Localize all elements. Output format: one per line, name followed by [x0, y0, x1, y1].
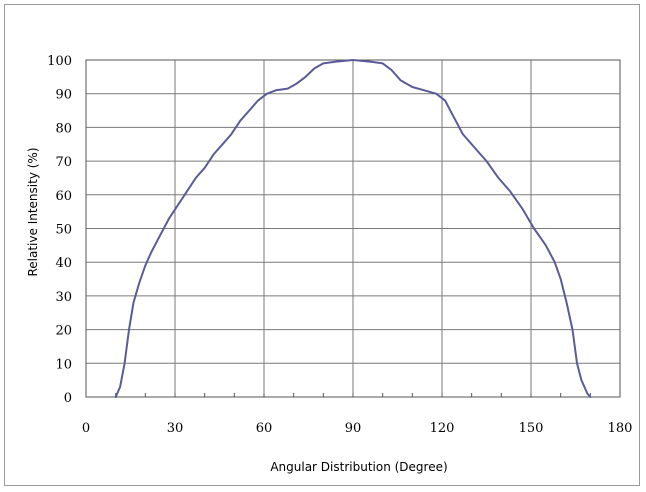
- grid: [85, 59, 621, 398]
- x-tick-label: 120: [430, 421, 455, 436]
- y-tick-label: 60: [55, 189, 72, 204]
- y-tick-label: 100: [47, 54, 72, 69]
- y-tick-label: 20: [55, 324, 72, 339]
- x-tick-label: 180: [608, 421, 633, 436]
- x-tick-label: 90: [345, 421, 362, 436]
- y-tick-labels: 0 10 20 30 40 50 60 70 80 90 100: [47, 54, 72, 406]
- y-tick-label: 30: [55, 290, 72, 305]
- y-tick-label: 10: [55, 357, 72, 372]
- y-tick-label: 40: [55, 256, 72, 271]
- series-line-0: [114, 59, 592, 398]
- y-tick-label: 70: [55, 155, 72, 170]
- x-axis-title: Angular Distribution (Degree): [270, 460, 447, 474]
- y-tick-label: 90: [55, 88, 72, 103]
- series-layer: [114, 59, 592, 398]
- x-tick-labels: 0 30 60 90 120 150 180: [82, 421, 633, 436]
- x-tick-label: 60: [256, 421, 273, 436]
- x-tick-label: 30: [167, 421, 184, 436]
- chart-frame: [4, 4, 640, 486]
- x-tick-label: 150: [519, 421, 544, 436]
- y-tick-label: 50: [55, 223, 72, 238]
- y-tick-label: 0: [64, 391, 72, 406]
- x-tick-label: 0: [82, 421, 90, 436]
- y-tick-label: 80: [55, 121, 72, 136]
- y-axis-title: Relative Intensity (%): [26, 147, 40, 276]
